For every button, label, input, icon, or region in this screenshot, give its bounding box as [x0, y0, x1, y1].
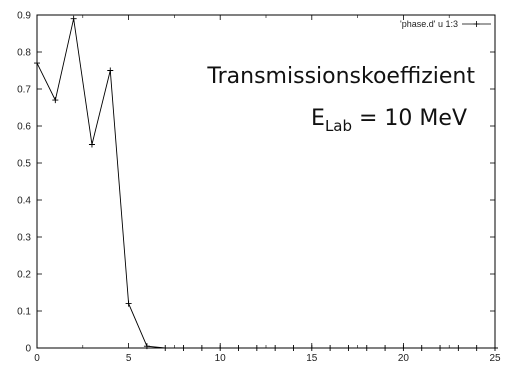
x-tick-label: 25: [489, 353, 501, 364]
data-point-marker: [327, 345, 334, 351]
data-point-marker: [143, 343, 150, 350]
data-point-marker: [382, 345, 389, 351]
data-point-marker: [455, 345, 462, 351]
data-point-marker: [34, 60, 40, 67]
y-tick-label: 0.9: [17, 11, 31, 22]
annotation-energy: ELab = 10 MeV: [311, 106, 467, 135]
y-tick-label: 0.1: [17, 307, 31, 318]
data-point-marker: [308, 345, 315, 351]
data-point-marker: [272, 345, 279, 351]
annotation-energy-value: = 10 MeV: [352, 106, 467, 131]
data-point-marker: [363, 345, 370, 351]
x-tick-label: 5: [126, 353, 132, 364]
data-point-marker: [473, 345, 480, 351]
data-point-marker: [235, 345, 242, 351]
y-tick-label: 0.4: [17, 196, 31, 207]
x-tick-label: 0: [34, 353, 40, 364]
data-point-marker: [400, 345, 407, 351]
data-point-marker: [290, 345, 297, 351]
y-tick-label: 0.7: [17, 85, 31, 96]
x-tick-label: 15: [306, 353, 318, 364]
data-point-marker: [437, 345, 444, 351]
y-tick-label: 0.2: [17, 270, 31, 281]
y-tick-label: 0.6: [17, 122, 31, 133]
data-point-marker: [162, 345, 169, 351]
y-tick-label: 0.3: [17, 233, 31, 244]
data-point-marker: [107, 67, 114, 74]
data-point-marker: [198, 345, 205, 351]
data-point-marker: [253, 345, 260, 351]
legend-label: 'phase.d' u 1:3: [400, 19, 458, 29]
data-point-marker: [70, 15, 77, 22]
x-tick-label: 10: [215, 353, 227, 364]
series-layer: [34, 15, 498, 351]
annotation-energy-subscript: Lab: [325, 117, 352, 135]
data-point-marker: [88, 141, 95, 148]
y-tick-label: 0: [25, 344, 31, 355]
y-tick-label: 0.8: [17, 48, 31, 59]
axis-ticks: 0 5 10 15 20 25 0 0.1 0.2 0.3 0.4 0.5 0.6 0.7 0.8 0.9: [17, 11, 501, 365]
legend: 'phase.d' u 1:3: [400, 19, 491, 29]
annotation: Transmissionskoeffizient ELab = 10 MeV: [206, 64, 475, 135]
data-point-marker: [125, 300, 132, 307]
annotation-energy-symbol: E: [311, 106, 325, 131]
data-point-marker: [180, 345, 187, 351]
x-tick-label: 20: [398, 353, 410, 364]
data-point-marker: [345, 345, 352, 351]
data-point-marker: [418, 345, 425, 351]
data-point-marker: [52, 97, 59, 104]
annotation-title: Transmissionskoeffizient: [206, 64, 475, 89]
data-point-marker: [217, 345, 224, 351]
series-line: [36, 18, 495, 349]
y-tick-label: 0.5: [17, 159, 31, 170]
data-point-marker: [492, 345, 498, 351]
legend-marker: [473, 21, 480, 27]
